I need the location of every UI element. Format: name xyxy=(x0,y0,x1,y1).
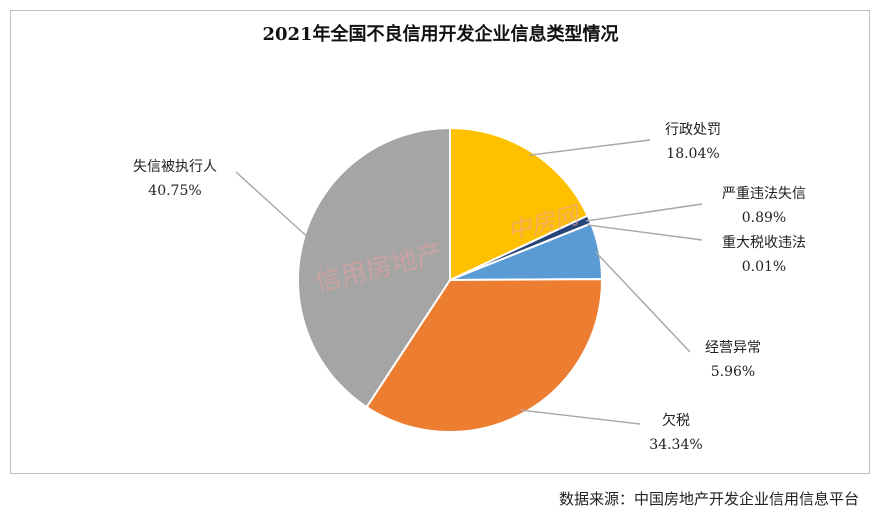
chart-title: 2021年全国不良信用开发企业信息类型情况 xyxy=(262,24,619,45)
leader-line xyxy=(587,224,703,241)
pie-slice xyxy=(449,126,590,282)
leader-line xyxy=(529,139,651,156)
slice-category-label: 重大税收违法 xyxy=(722,235,806,251)
slice-value-label: 18.04% xyxy=(666,146,719,162)
leader-line xyxy=(585,203,703,222)
slice-value-label: 34.34% xyxy=(649,437,702,453)
slice-value-label: 0.01% xyxy=(742,259,786,275)
slice-category-label: 行政处罚 xyxy=(665,122,721,138)
slice-category-label: 失信被执行人 xyxy=(133,159,217,175)
slice-value-label: 40.75% xyxy=(148,183,201,199)
leader-line xyxy=(594,251,691,353)
pie-slice xyxy=(365,278,603,433)
leader-lines xyxy=(235,139,703,425)
slice-value-label: 5.96% xyxy=(711,364,755,380)
pie-slices xyxy=(297,126,604,433)
slice-value-label: 0.89% xyxy=(742,210,786,226)
pie-slice xyxy=(297,126,451,409)
slice-category-label: 欠税 xyxy=(662,413,690,429)
slice-labels: 行政处罚 18.04% 严重违法失信 0.89% 重大税收违法 0.01% 经营异常 5.96… xyxy=(133,122,806,453)
leader-line xyxy=(520,409,641,425)
leader-line xyxy=(235,171,309,239)
slice-category-label: 经营异常 xyxy=(705,340,761,356)
slice-category-label: 严重违法失信 xyxy=(722,186,806,202)
source-note: 数据来源：中国房地产开发企业信用信息平台 xyxy=(558,490,859,508)
